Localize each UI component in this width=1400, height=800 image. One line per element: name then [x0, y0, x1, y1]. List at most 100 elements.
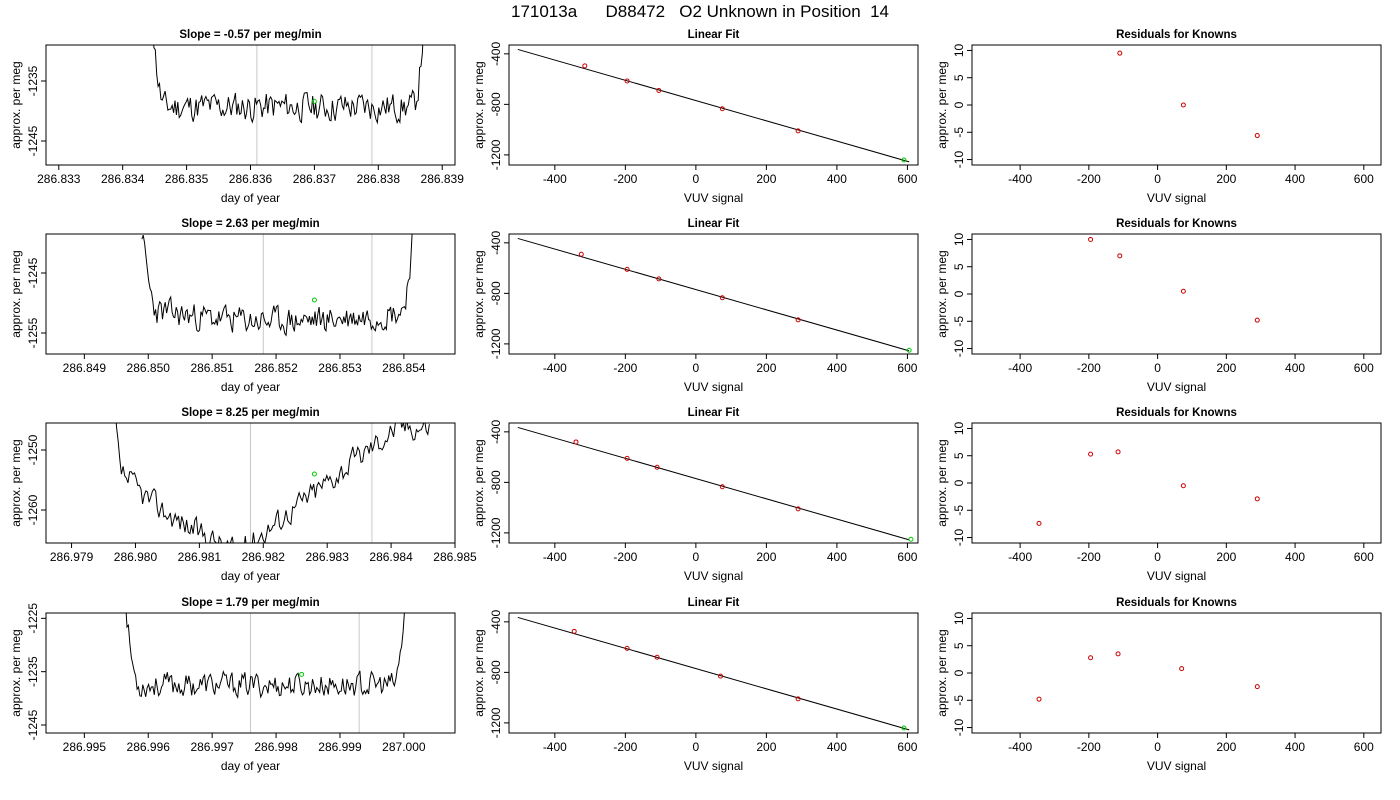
y-tick-label: -5	[952, 316, 966, 327]
known-point	[1254, 684, 1260, 690]
x-tick-label: -200	[613, 740, 637, 754]
y-axis-label: approx. per meg	[935, 629, 949, 716]
known-point	[1036, 520, 1042, 526]
x-tick-label: 286.853	[318, 361, 362, 375]
y-tick-label: -10	[952, 151, 966, 169]
known-point	[1115, 651, 1121, 657]
chart-title: Residuals for Knowns	[1116, 29, 1237, 41]
known-point	[578, 251, 584, 257]
x-tick-label: 400	[1285, 550, 1305, 564]
plot-area	[517, 48, 910, 163]
chart-title: Slope = 2.63 per meg/min	[181, 218, 319, 230]
x-tick-label: 286.850	[127, 361, 171, 375]
x-tick-label: 286.980	[114, 550, 158, 564]
y-tick-label: -1225	[26, 603, 40, 634]
y-tick-label: -5	[952, 127, 966, 138]
y-tick-label: 10	[952, 232, 966, 246]
x-tick-label: 286.839	[421, 172, 465, 186]
y-tick-label: -1200	[489, 517, 503, 548]
x-tick-label: 286.852	[254, 361, 298, 375]
plot-frame	[971, 233, 1382, 355]
y-tick-label: -1260	[26, 494, 40, 525]
known-point	[1117, 50, 1123, 56]
y-tick-label: -1235	[26, 656, 40, 687]
y-axis-label: approx. per meg	[9, 61, 23, 148]
y-tick-label: 0	[952, 290, 966, 297]
x-tick-label: 600	[1354, 361, 1374, 375]
y-tick-label: -400	[489, 231, 503, 255]
known-point	[718, 673, 724, 679]
chart-r4-res: Residuals for Knowns VUV signal approx. pe…	[935, 597, 1382, 773]
plot-frame	[45, 233, 456, 355]
x-tick-label: 600	[897, 361, 917, 375]
chart-title: Linear Fit	[688, 29, 740, 41]
x-axis-label: VUV signal	[684, 191, 743, 205]
y-tick-label: 10	[952, 43, 966, 57]
known-point	[654, 654, 660, 660]
x-tick-label: 600	[1354, 550, 1374, 564]
known-point	[654, 464, 660, 470]
x-tick-label: -400	[1008, 361, 1032, 375]
x-tick-label: 286.979	[50, 550, 94, 564]
x-tick-label: 0	[1154, 172, 1161, 186]
chart-title: Linear Fit	[688, 597, 740, 609]
known-point	[1088, 451, 1094, 457]
known-point	[573, 439, 579, 445]
x-axis-label: VUV signal	[684, 569, 743, 583]
known-point	[1254, 317, 1260, 323]
plot-area	[141, 234, 413, 354]
known-point	[795, 696, 801, 702]
chart-title: Residuals for Knowns	[1116, 407, 1237, 419]
x-tick-label: 400	[827, 172, 847, 186]
x-tick-label: 200	[1216, 172, 1236, 186]
chart-r1-trace: Slope = -0.57 per meg/min day of year appr…	[9, 29, 464, 205]
y-axis-label: approx. per meg	[472, 629, 486, 716]
plot-frame	[45, 422, 456, 544]
x-tick-label: 200	[756, 740, 776, 754]
y-axis-label: approx. per meg	[9, 439, 23, 526]
x-tick-label: 0	[1154, 550, 1161, 564]
plot-area	[1088, 236, 1260, 323]
unknown-point	[299, 671, 305, 677]
y-tick-label: -5	[952, 505, 966, 516]
known-point	[1254, 133, 1260, 139]
y-tick-label: -400	[489, 42, 503, 66]
known-point	[1180, 288, 1186, 294]
y-tick-label: -400	[489, 610, 503, 634]
y-tick-label: -1255	[26, 317, 40, 348]
plot-frame	[508, 44, 919, 166]
x-tick-label: 286.995	[63, 740, 107, 754]
y-axis-label: approx. per meg	[472, 439, 486, 526]
x-tick-label: 287.000	[382, 740, 426, 754]
x-tick-label: -200	[1077, 172, 1101, 186]
x-tick-label: 0	[693, 361, 700, 375]
x-axis-label: day of year	[221, 569, 280, 583]
y-axis-label: approx. per meg	[472, 250, 486, 337]
x-tick-label: 400	[1285, 172, 1305, 186]
y-tick-label: -10	[952, 529, 966, 547]
x-tick-label: 286.833	[37, 172, 81, 186]
unknown-point	[906, 347, 912, 353]
x-tick-label: 200	[1216, 361, 1236, 375]
x-axis-label: day of year	[221, 380, 280, 394]
chart-title: Slope = 1.79 per meg/min	[181, 597, 319, 609]
y-axis-label: approx. per meg	[9, 629, 23, 716]
known-point	[1180, 102, 1186, 108]
known-point	[624, 78, 630, 84]
series-trace	[141, 234, 413, 337]
plot-area	[517, 426, 914, 542]
y-axis-label: approx. per meg	[935, 61, 949, 148]
chart-title: Residuals for Knowns	[1116, 218, 1237, 230]
x-tick-label: -400	[1008, 172, 1032, 186]
fit-line	[517, 616, 910, 731]
x-tick-label: -200	[613, 361, 637, 375]
y-tick-label: 0	[952, 479, 966, 486]
x-tick-label: 400	[827, 550, 847, 564]
plot-frame	[508, 422, 919, 544]
y-axis-label: approx. per meg	[935, 250, 949, 337]
y-tick-label: 5	[952, 263, 966, 270]
x-tick-label: 600	[897, 172, 917, 186]
y-axis-label: approx. per meg	[9, 250, 23, 337]
x-tick-label: -400	[543, 172, 567, 186]
